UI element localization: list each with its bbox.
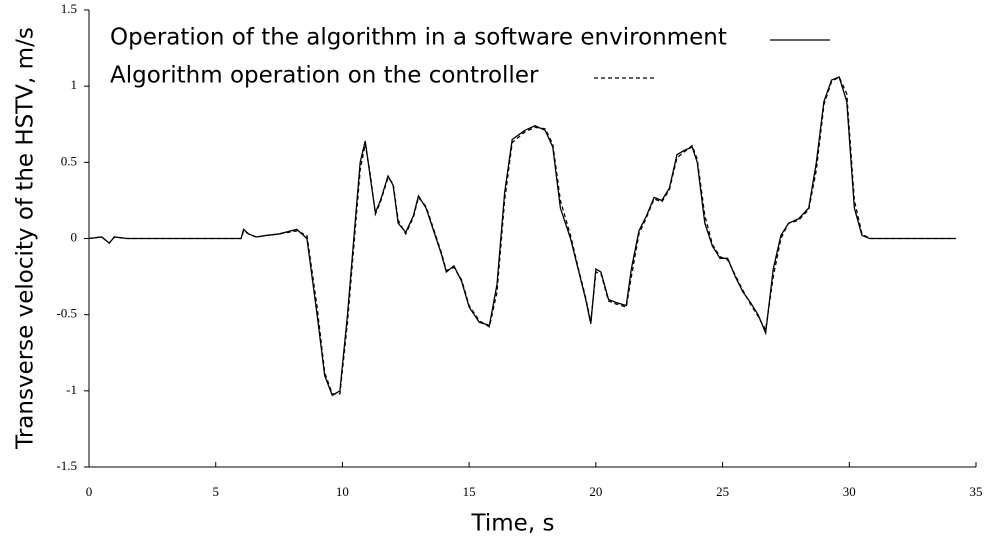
y-tick-label: 1.5 <box>61 1 77 16</box>
legend-label: Operation of the algorithm in a software… <box>110 25 727 51</box>
y-tick-label: 0.5 <box>61 153 77 168</box>
x-tick-label: 5 <box>212 484 219 499</box>
data-line <box>88 76 956 395</box>
x-tick-label: 30 <box>843 484 856 499</box>
x-tick-label: 15 <box>463 484 476 499</box>
x-tick-label: 10 <box>336 484 349 499</box>
y-tick-label: -1.5 <box>56 458 77 473</box>
data-line <box>88 76 956 397</box>
x-tick-label: 25 <box>716 484 729 499</box>
y-tick-label: -0.5 <box>56 306 77 321</box>
x-tick-label: 20 <box>589 484 602 499</box>
x-tick-label: 35 <box>970 484 983 499</box>
y-tick-label: -1 <box>66 382 77 397</box>
x-axis-label: Time, s <box>471 511 555 537</box>
y-tick-label: 1 <box>71 77 78 92</box>
y-axis-label: Transverse velocity of the HSTV, m/s <box>13 27 39 450</box>
y-tick-label: 0 <box>71 229 78 244</box>
legend-label: Algorithm operation on the controller <box>110 63 539 89</box>
x-tick-label: 0 <box>86 484 93 499</box>
